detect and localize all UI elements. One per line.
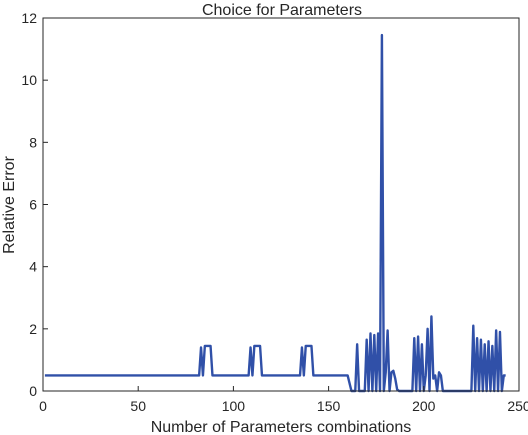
- tick-layer: 0 50 100 150 200 250 0 2 4 6 8 10 12: [21, 10, 528, 414]
- chart-title: Choice for Parameters: [202, 2, 362, 19]
- plot-frame: [42, 17, 520, 392]
- x-tick-label: 0: [39, 398, 47, 414]
- y-tick-label: 6: [29, 197, 37, 213]
- y-tick-label: 0: [29, 383, 37, 399]
- y-tick-label: 10: [21, 72, 37, 88]
- y-axis-label: Relative Error: [1, 155, 18, 253]
- y-tick-label: 4: [29, 259, 37, 275]
- series-line: [44, 33, 506, 393]
- y-tick-label: 2: [29, 321, 37, 337]
- x-tick-label: 200: [412, 398, 436, 414]
- series-layer: [44, 33, 506, 393]
- x-axis-label: Number of Parameters combinations: [151, 419, 412, 435]
- x-tick-label: 100: [222, 398, 246, 414]
- y-tick-label: 8: [29, 134, 37, 150]
- x-tick-label: 50: [130, 398, 146, 414]
- x-tick-label: 150: [317, 398, 341, 414]
- x-tick-label: 250: [507, 398, 528, 414]
- y-tick-label: 12: [21, 10, 37, 26]
